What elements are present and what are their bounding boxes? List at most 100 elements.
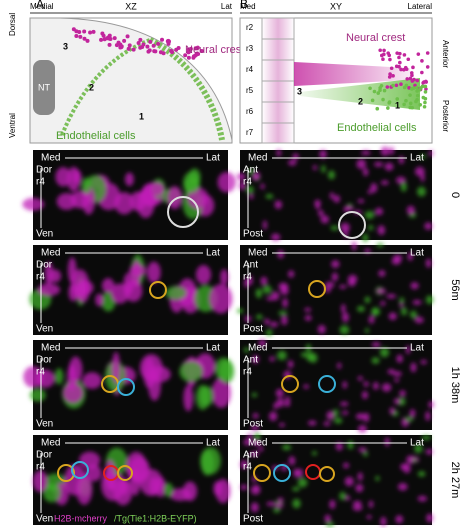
endo-cell (423, 100, 427, 105)
mcherry-signal (120, 479, 129, 495)
eyfp-signal (356, 305, 365, 312)
step: 3 (297, 86, 302, 96)
mcherry-signal (280, 285, 289, 296)
panel-letter: A (36, 0, 44, 11)
eyfp-signal (339, 325, 350, 335)
nc-cell (160, 37, 165, 42)
mcherry-signal (111, 283, 129, 304)
nc-cell (127, 43, 132, 48)
mcherry-signal (248, 193, 254, 200)
rhombomere: r5 (246, 86, 254, 95)
axis-label: Med (248, 343, 267, 354)
mcherry-signal (357, 376, 363, 381)
mcherry-signal (356, 159, 367, 170)
endo-cell (422, 104, 427, 109)
mcherry-signal (389, 147, 395, 155)
mcherry-signal (363, 381, 369, 387)
step: 1 (395, 100, 400, 110)
eyfp-signal (256, 314, 263, 320)
endo-cell (408, 93, 412, 97)
nc-cell (107, 42, 112, 47)
eyfp-signal (54, 368, 64, 385)
eyfp-signal (29, 388, 46, 402)
eyfp-signal (327, 170, 336, 180)
nc-cell (388, 72, 392, 76)
mcherry-signal (250, 425, 260, 431)
mcherry-signal (375, 207, 384, 216)
mcherry-signal (380, 301, 386, 306)
tracking-ring (57, 464, 75, 482)
mcherry-signal (71, 269, 89, 299)
rhombomere: r6 (246, 107, 254, 116)
mcherry-signal (378, 270, 386, 277)
mcherry-signal (424, 222, 433, 230)
axis-label: Lat (221, 2, 233, 11)
mcherry-signal (146, 261, 161, 284)
endo-cell (391, 83, 395, 88)
mcherry-signal (352, 504, 363, 511)
mcherry-signal (276, 149, 282, 157)
mcherry-signal (384, 162, 394, 171)
nc-cell (381, 57, 385, 62)
axis-label: Dor (36, 450, 53, 461)
nc-cell (407, 86, 411, 90)
mcherry-signal (149, 182, 165, 197)
endo-cell (417, 87, 422, 92)
mcherry-signal (320, 215, 330, 224)
panel-letter: B (240, 0, 248, 11)
tracking-ring (281, 375, 299, 393)
nc-cell (82, 36, 87, 41)
mcherry-signal (243, 438, 252, 446)
nc-cell (399, 67, 403, 72)
endo-cell (415, 93, 420, 98)
nc-cell (387, 75, 392, 79)
mcherry-signal (361, 150, 371, 156)
mcherry-signal (288, 270, 295, 278)
mcherry-signal (211, 377, 232, 409)
mcherry-signal (380, 516, 387, 527)
mcherry-signal (269, 356, 275, 362)
mcherry-signal (343, 462, 350, 469)
nc-cell (199, 49, 204, 54)
eyfp-signal (309, 352, 318, 363)
mcherry-signal (240, 484, 248, 490)
endo-cell (379, 83, 384, 88)
mcherry-signal (329, 192, 334, 200)
mcherry-signal (344, 476, 354, 487)
axis-label: Lat (410, 153, 424, 164)
endo-cell (402, 85, 407, 90)
mcherry-signal (355, 413, 366, 420)
axis-label: Med (240, 2, 256, 11)
eyfp-signal (325, 521, 335, 527)
mcherry-signal (277, 497, 284, 503)
time-label: 56m (449, 279, 461, 300)
time-label: 1h 38m (449, 367, 461, 404)
eyfp-signal (375, 475, 380, 482)
nc-cell (153, 49, 158, 54)
nc-cell (192, 53, 197, 58)
endo-cell (381, 97, 385, 102)
mcherry-signal (258, 339, 266, 347)
endo-cell (376, 91, 381, 95)
time-label: 2h 27m (449, 462, 461, 499)
axis-label: Lat (206, 153, 220, 164)
mcherry-signal (331, 260, 340, 269)
axis-label: XY (330, 1, 342, 11)
nc-cell (118, 45, 123, 50)
axis-label: Ant (243, 355, 258, 366)
eyfp-signal (362, 233, 369, 243)
axis-label: Lateral (408, 2, 433, 11)
mcherry-signal (366, 514, 372, 520)
axis-label: XZ (125, 1, 137, 11)
eyfp-signal (262, 285, 272, 294)
mcherry-signal (307, 420, 317, 426)
mcherry-signal (399, 302, 404, 308)
nc-cell (138, 37, 143, 42)
endo-cell (423, 90, 428, 94)
axis-label: Med (41, 438, 60, 449)
signal (23, 351, 235, 412)
